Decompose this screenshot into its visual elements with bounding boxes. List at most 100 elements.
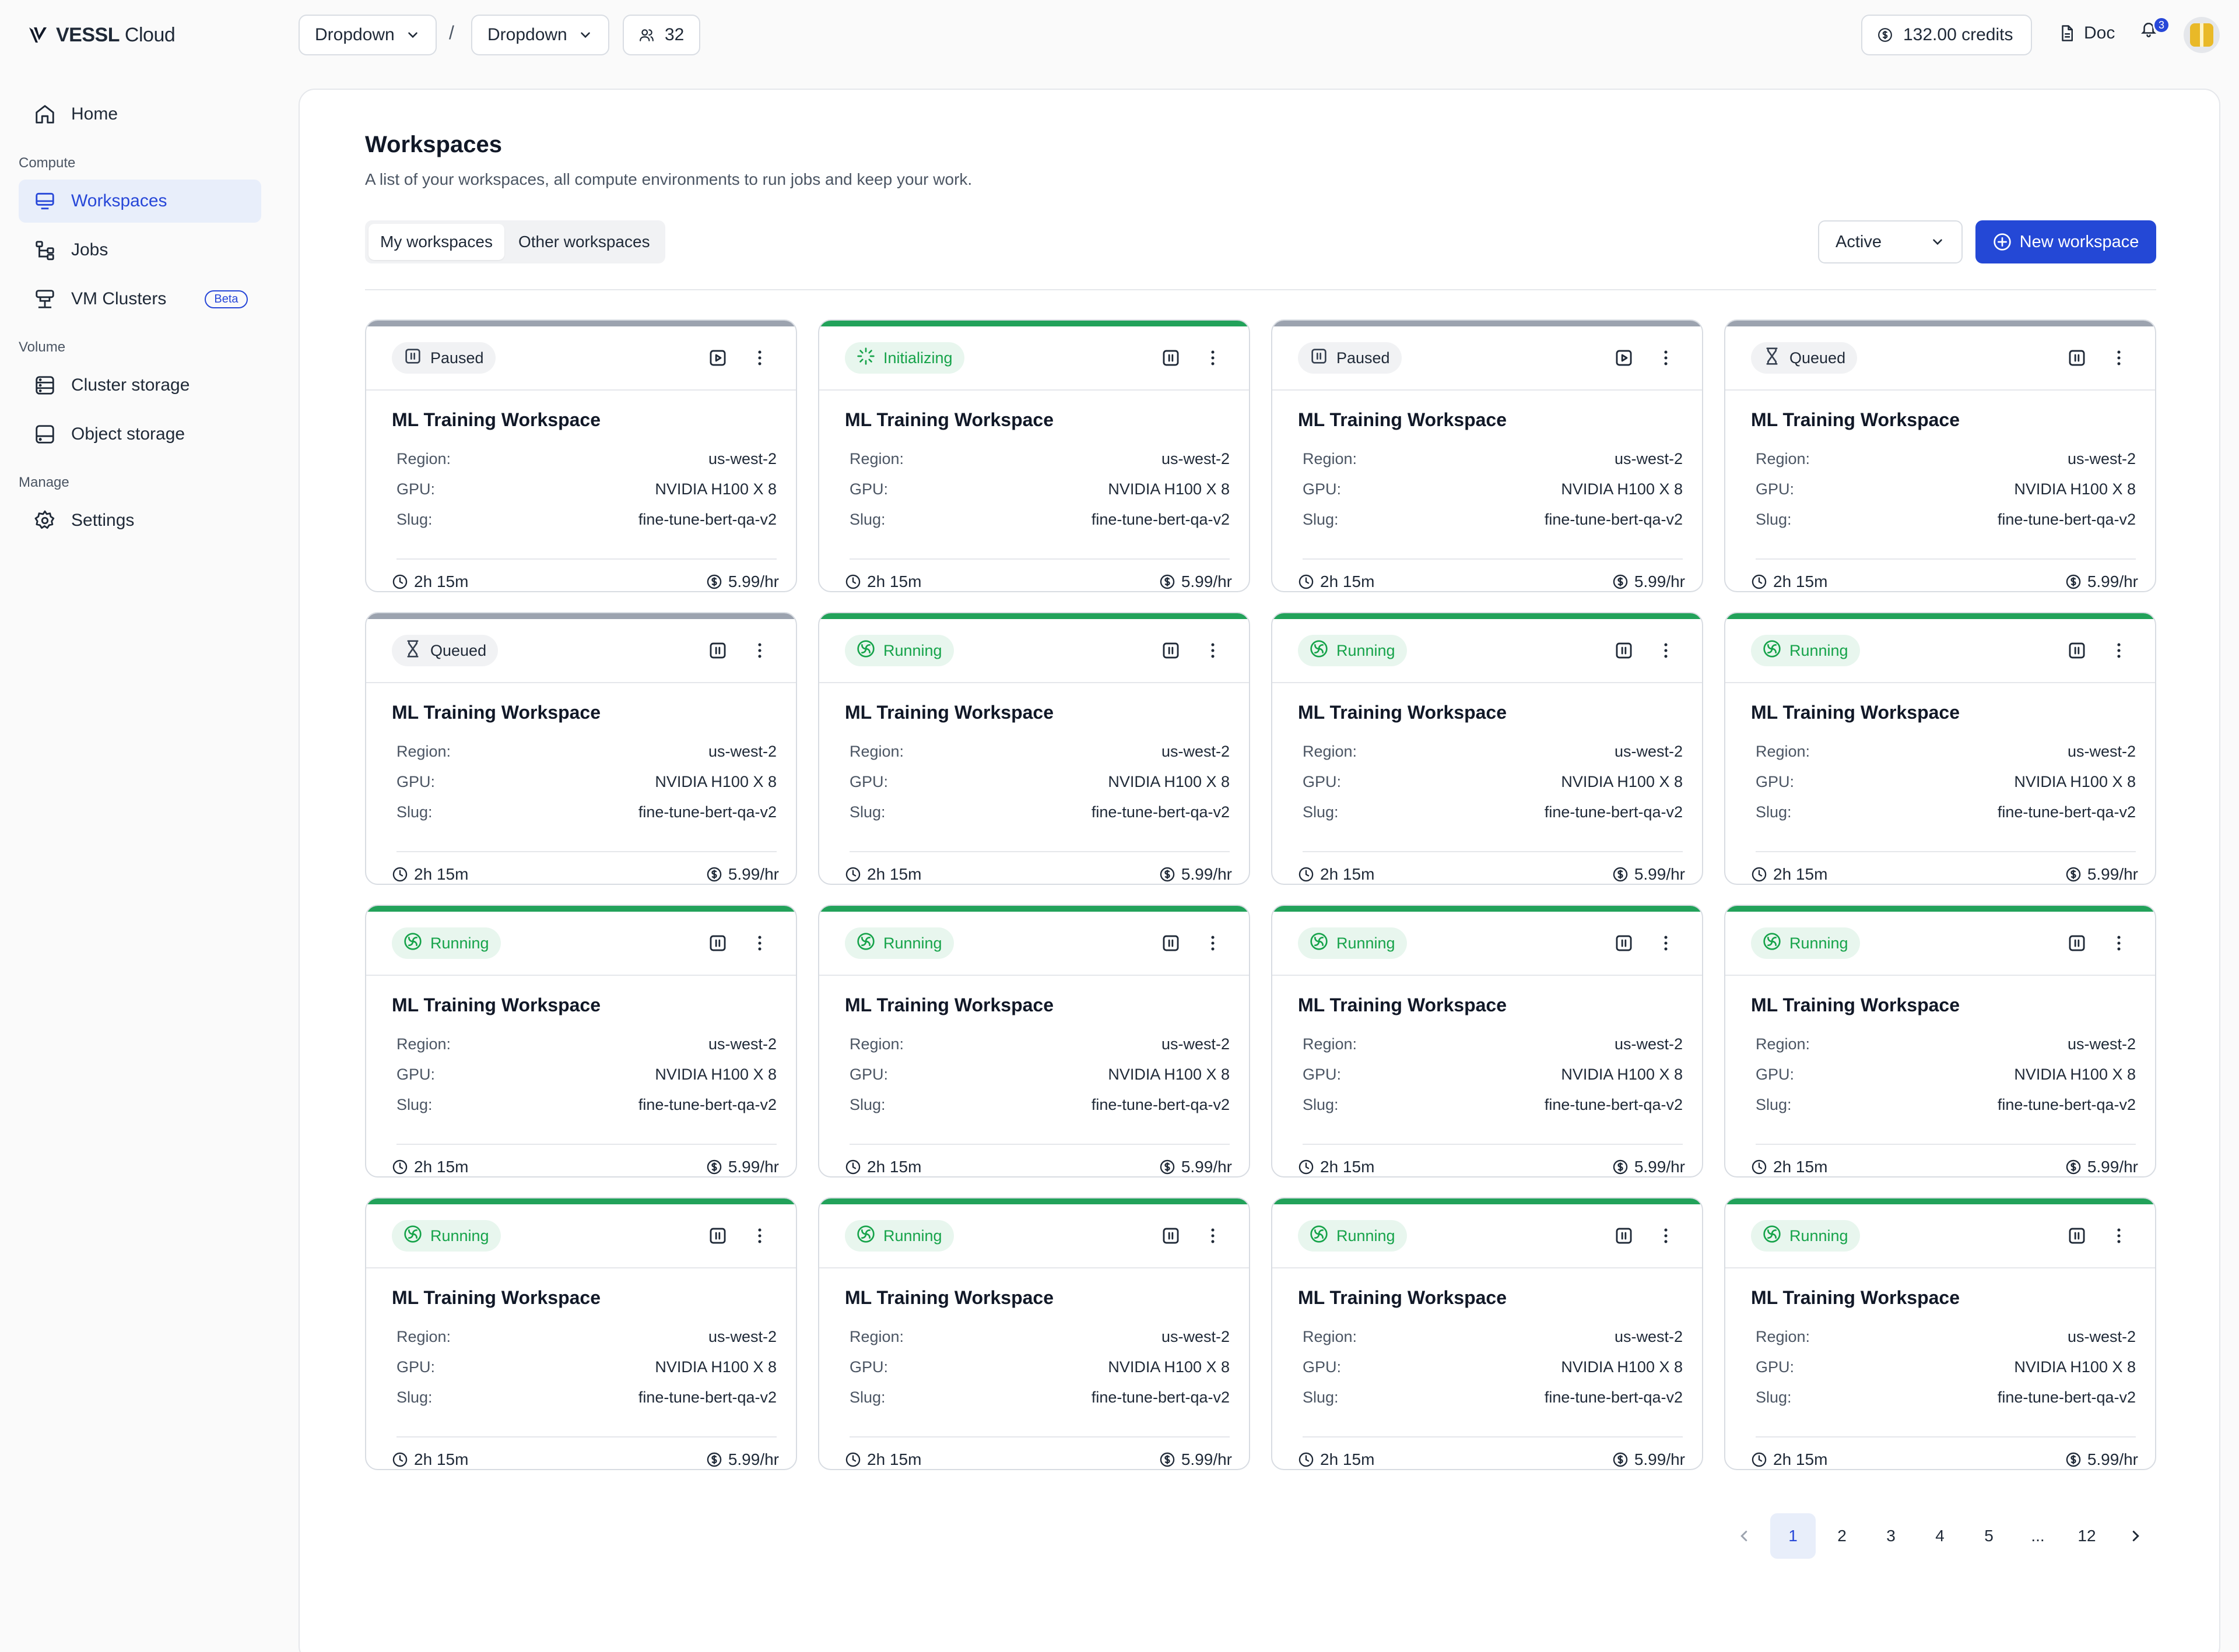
pause-button[interactable] (1160, 640, 1181, 661)
more-menu-button[interactable] (749, 640, 770, 661)
status-bar (1272, 321, 1702, 326)
dropdown-2[interactable]: Dropdown (471, 15, 609, 55)
prev-page-button[interactable] (1721, 1513, 1767, 1559)
pause-button[interactable] (2066, 347, 2087, 368)
card-divider (1756, 851, 2136, 852)
status-label: Initializing (883, 349, 953, 367)
gpu-row: GPU: NVIDIA H100 X 8 (1756, 773, 2136, 791)
workspace-card[interactable]: Running ML Training Workspace Region: us… (365, 905, 797, 1178)
tab-my-workspaces[interactable]: My workspaces (369, 224, 504, 260)
card-header: Running (1725, 619, 2155, 683)
workspace-card[interactable]: Running ML Training Workspace Region: us… (818, 1197, 1250, 1470)
price-value: 5.99/hr (2087, 1158, 2138, 1176)
more-menu-button[interactable] (1202, 640, 1223, 661)
page-button[interactable]: 5 (1984, 1527, 1994, 1545)
workspace-card[interactable]: Running ML Training Workspace Region: us… (1724, 612, 2156, 885)
resume-button[interactable] (707, 347, 728, 368)
more-menu-button[interactable] (2108, 347, 2129, 368)
pause-button[interactable] (1613, 933, 1634, 954)
workspace-card[interactable]: Queued ML Training Workspace Region: us-… (1724, 319, 2156, 592)
more-menu-button[interactable] (1202, 933, 1223, 954)
workspace-card[interactable]: Queued ML Training Workspace Region: us-… (365, 612, 797, 885)
next-page-button[interactable] (2113, 1513, 2159, 1559)
tab-other-workspaces[interactable]: Other workspaces (518, 233, 650, 251)
pause-button[interactable] (707, 933, 728, 954)
more-menu-button[interactable] (2108, 640, 2129, 661)
price-value: 5.99/hr (2087, 1450, 2138, 1468)
doc-link[interactable]: Doc (2058, 23, 2115, 43)
workspace-card[interactable]: Running ML Training Workspace Region: us… (1271, 1197, 1703, 1470)
workspace-card[interactable]: Running ML Training Workspace Region: us… (818, 905, 1250, 1178)
pause-button[interactable] (707, 640, 728, 661)
avatar[interactable] (2184, 17, 2220, 53)
card-header: Paused (366, 326, 796, 391)
sidebar-item-settings[interactable]: Settings (19, 499, 261, 542)
duration: 2h 15m (1751, 1158, 1827, 1176)
status-badge: Queued (1751, 342, 1858, 374)
sidebar-item-jobs[interactable]: Jobs (19, 229, 261, 272)
sidebar-item-vm-clusters[interactable]: VM Clusters Beta (19, 277, 261, 321)
workspace-card[interactable]: Initializing ML Training Workspace Regio… (818, 319, 1250, 592)
loader-icon (857, 347, 875, 365)
dropdown-1[interactable]: Dropdown (299, 15, 437, 55)
workspace-card[interactable]: Running ML Training Workspace Region: us… (1271, 612, 1703, 885)
pause-button[interactable] (2066, 933, 2087, 954)
more-menu-button[interactable] (749, 347, 770, 368)
workspace-card[interactable]: Paused ML Training Workspace Region: us-… (1271, 319, 1703, 592)
more-menu-button[interactable] (1655, 1225, 1676, 1246)
status-badge: Running (392, 1220, 501, 1252)
workspace-card[interactable]: Paused ML Training Workspace Region: us-… (365, 319, 797, 592)
more-menu-button[interactable] (1202, 347, 1223, 368)
credits-button[interactable]: 132.00 credits (1861, 15, 2032, 55)
page-button[interactable]: 12 (2077, 1527, 2096, 1545)
page-button[interactable]: 1 (1770, 1513, 1816, 1559)
pause-button[interactable] (2066, 1225, 2087, 1246)
page-button[interactable]: 3 (1886, 1527, 1896, 1545)
sidebar-item-home[interactable]: Home (19, 93, 261, 136)
database-icon (36, 376, 54, 395)
gpu-label: GPU: (396, 1358, 436, 1376)
pause-button[interactable] (1160, 1225, 1181, 1246)
workspace-card[interactable]: Running ML Training Workspace Region: us… (1724, 1197, 2156, 1470)
status-badge: Running (845, 635, 954, 666)
workspace-name: ML Training Workspace (845, 994, 1054, 1015)
sidebar-item-workspaces[interactable]: Workspaces (19, 180, 261, 223)
workspace-card[interactable]: Running ML Training Workspace Region: us… (1271, 905, 1703, 1178)
gpu-row: GPU: NVIDIA H100 X 8 (1303, 480, 1683, 498)
pause-button[interactable] (1613, 1225, 1634, 1246)
sidebar-item-cluster-storage[interactable]: Cluster storage (19, 364, 261, 407)
users-icon (640, 29, 654, 41)
members-button[interactable]: 32 (623, 15, 701, 55)
workspace-card[interactable]: Running ML Training Workspace Region: us… (1724, 905, 2156, 1178)
page-button[interactable]: 4 (1935, 1527, 1945, 1545)
new-workspace-button[interactable]: New workspace (1975, 220, 2156, 263)
pause-button[interactable] (1613, 640, 1634, 661)
brand-logo[interactable]: VESSL Cloud (28, 22, 176, 48)
more-menu-button[interactable] (2108, 933, 2129, 954)
gpu-row: GPU: NVIDIA H100 X 8 (396, 1358, 777, 1376)
more-menu-button[interactable] (1202, 1225, 1223, 1246)
pause-button[interactable] (1160, 933, 1181, 954)
slug-label: Slug: (850, 803, 886, 821)
workspace-card[interactable]: Running ML Training Workspace Region: us… (365, 1197, 797, 1470)
more-menu-button[interactable] (1655, 347, 1676, 368)
gpu-value: NVIDIA H100 X 8 (2014, 1358, 2136, 1376)
status-label: Queued (1789, 349, 1846, 367)
workspace-card[interactable]: Running ML Training Workspace Region: us… (818, 612, 1250, 885)
card-actions (707, 347, 770, 368)
more-menu-button[interactable] (1655, 933, 1676, 954)
more-menu-button[interactable] (2108, 1225, 2129, 1246)
status-filter-select[interactable]: Active (1818, 220, 1963, 263)
duration-value: 2h 15m (1773, 1158, 1828, 1176)
more-menu-button[interactable] (749, 933, 770, 954)
sidebar-item-object-storage[interactable]: Object storage (19, 413, 261, 456)
resume-button[interactable] (1613, 347, 1634, 368)
notifications-button[interactable]: 3 (2140, 16, 2170, 43)
more-menu-button[interactable] (1655, 640, 1676, 661)
brand-name: VESSL Cloud (56, 23, 176, 46)
pause-button[interactable] (2066, 640, 2087, 661)
page-button[interactable]: 2 (1837, 1527, 1847, 1545)
pause-button[interactable] (707, 1225, 728, 1246)
more-menu-button[interactable] (749, 1225, 770, 1246)
pause-button[interactable] (1160, 347, 1181, 368)
